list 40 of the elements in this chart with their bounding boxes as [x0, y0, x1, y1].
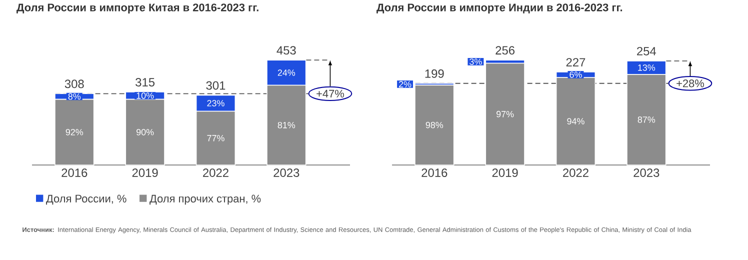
annotation: 2% — [399, 81, 412, 88]
annotation: 77% — [207, 135, 224, 142]
annotation: 199 — [425, 69, 444, 78]
annotation: 24% — [278, 70, 296, 76]
annotation: 227 — [566, 58, 586, 66]
legend-label: Доля России, % — [46, 194, 126, 205]
chart-title: Доля России в импорте Индии в 2016-2023 гг. — [376, 4, 622, 14]
annotation: 81% — [278, 122, 296, 128]
annotation: 453 — [276, 46, 296, 55]
annotation: 23% — [207, 100, 224, 106]
x-tick-label: 2023 — [634, 168, 660, 177]
annotation: 256 — [496, 46, 515, 55]
bar — [485, 62, 525, 166]
legend-label: Доля прочих стран, % — [150, 194, 261, 205]
annotation: 315 — [136, 78, 155, 86]
annotation: 13% — [638, 64, 656, 71]
annotation: +28% — [676, 80, 704, 88]
bar — [414, 84, 454, 166]
annotation: 254 — [637, 46, 656, 56]
x-tick-label: 2016 — [422, 168, 448, 177]
x-tick-label: 2019 — [492, 168, 518, 177]
annotation: 97% — [496, 110, 514, 118]
annotation: 10% — [136, 92, 154, 99]
x-tick-label: 2019 — [132, 168, 158, 177]
annotation: 92% — [66, 128, 84, 136]
annotation: 3% — [470, 58, 482, 65]
annotation: 6% — [570, 71, 582, 78]
annotation: 90% — [136, 128, 154, 136]
annotation: +47% — [316, 90, 344, 98]
annotation: 8% — [68, 93, 81, 100]
annotation: 87% — [638, 116, 656, 123]
annotation: 94% — [567, 118, 584, 124]
annotation: 308 — [64, 80, 84, 88]
x-tick-label: 2016 — [62, 168, 88, 177]
annotation: 98% — [426, 122, 444, 128]
x-tick-label: 2022 — [563, 168, 588, 177]
x-tick-label: 2023 — [274, 168, 300, 177]
x-tick-label: 2022 — [203, 168, 228, 177]
chart-title: Доля России в импорте Китая в 2016-2023 гг. — [16, 4, 258, 14]
annotation: 301 — [206, 81, 226, 90]
